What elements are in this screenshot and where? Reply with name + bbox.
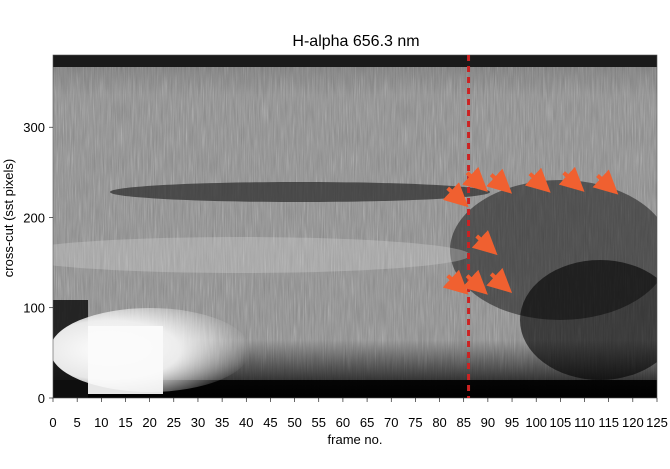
plot-frame	[52, 54, 658, 399]
x-tick-label: 25	[167, 415, 181, 430]
x-tick-label: 5	[74, 415, 81, 430]
x-tick-label: 120	[622, 415, 644, 430]
x-tick-label: 65	[360, 415, 374, 430]
annotation-arrow	[471, 230, 498, 256]
annotation-arrow	[524, 167, 551, 193]
y-axis-label: cross-cut (sst pixels)	[1, 159, 16, 277]
x-tick-label: 30	[191, 415, 205, 430]
x-tick-label: 90	[481, 415, 495, 430]
x-tick-label: 115	[598, 415, 619, 430]
y-axis-ticks: 0 100 200 300	[23, 120, 53, 406]
annotation-arrow	[558, 166, 585, 192]
x-tick-label: 60	[336, 415, 350, 430]
x-tick-label: 70	[384, 415, 398, 430]
x-axis-ticks: 0 5 10 15 20 25 30 35 40 45 50 55 60 65 70 75 80 85 90 95 10…	[49, 398, 668, 430]
x-tick-label: 20	[142, 415, 156, 430]
y-tick-label: 200	[23, 210, 45, 225]
x-tick-label: 35	[215, 415, 229, 430]
y-tick-label: 0	[38, 391, 45, 406]
x-tick-label: 75	[408, 415, 422, 430]
annotation-arrow	[486, 267, 513, 293]
y-tick-label: 300	[23, 120, 45, 135]
x-tick-label: 110	[574, 415, 595, 430]
x-tick-label: 125	[646, 415, 668, 430]
x-tick-label: 50	[287, 415, 301, 430]
x-tick-label: 10	[94, 415, 108, 430]
x-tick-label: 0	[49, 415, 56, 430]
x-tick-label: 95	[505, 415, 519, 430]
x-axis-label: frame no.	[328, 432, 383, 447]
annotation-arrow	[592, 169, 619, 195]
annotation-arrow	[486, 168, 513, 194]
x-tick-label: 105	[550, 415, 572, 430]
x-tick-label: 15	[118, 415, 132, 430]
x-tick-label: 45	[263, 415, 277, 430]
chart-title: H-alpha 656.3 nm	[292, 33, 419, 50]
x-tick-label: 100	[525, 415, 547, 430]
heatmap-image	[53, 55, 657, 398]
x-tick-label: 55	[312, 415, 326, 430]
annotation-arrow	[462, 166, 488, 192]
x-tick-label: 40	[239, 415, 253, 430]
x-tick-label: 80	[432, 415, 446, 430]
arrow-annotations	[442, 166, 619, 295]
y-tick-label: 100	[23, 301, 45, 316]
annotation-arrow	[442, 269, 469, 295]
x-tick-label: 85	[456, 415, 470, 430]
annotation-arrow	[462, 269, 488, 295]
annotation-arrow	[442, 182, 469, 208]
